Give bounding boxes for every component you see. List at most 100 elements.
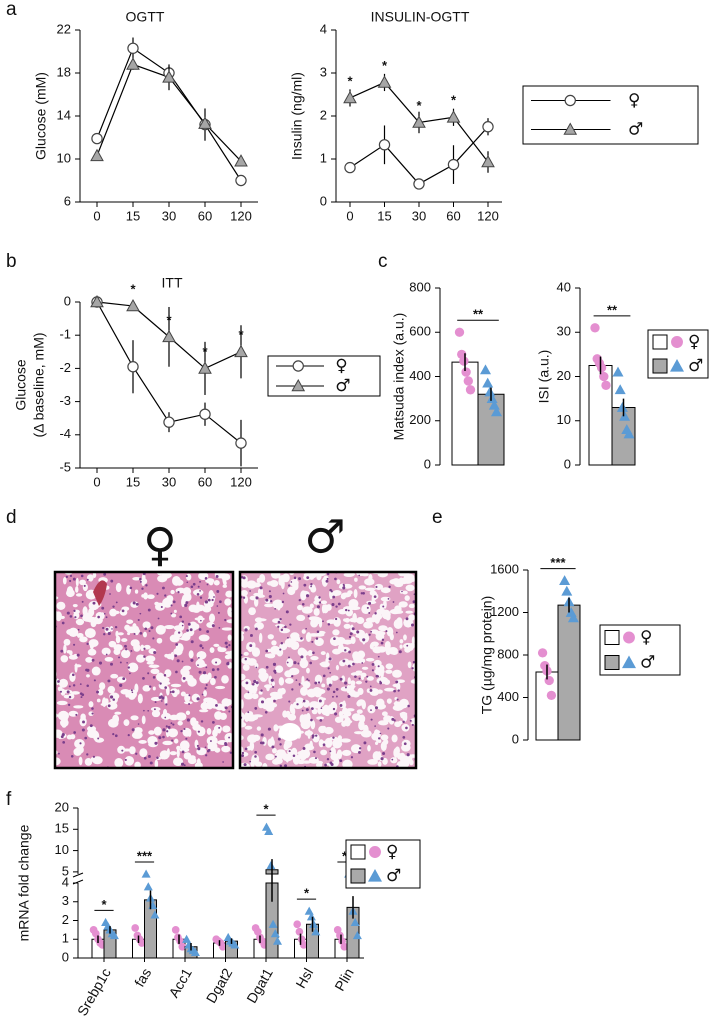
lipid-droplet [214, 711, 223, 720]
lipid-droplet [294, 581, 299, 590]
lipid-droplet [399, 644, 403, 649]
lipid-droplet [314, 595, 318, 606]
lipid-droplet [380, 669, 384, 679]
lipid-droplet [206, 735, 218, 746]
lipid-droplet [411, 636, 415, 646]
lipid-droplet [120, 689, 131, 695]
lipid-droplet [119, 609, 128, 616]
lipid-droplet [252, 734, 261, 742]
marker [309, 919, 319, 928]
lipid-droplet [224, 598, 232, 606]
lipid-droplet [183, 701, 193, 705]
marker [484, 386, 496, 397]
lipid-droplet [398, 601, 408, 608]
marker [590, 323, 600, 333]
lipid-droplet [217, 646, 222, 652]
marker [91, 132, 103, 145]
nucleus [97, 615, 100, 619]
nucleus [322, 620, 324, 623]
lipid-droplet [114, 757, 124, 768]
marker [295, 927, 304, 936]
nucleus [395, 680, 399, 684]
nucleus [137, 618, 140, 622]
nucleus [302, 747, 306, 750]
nucleus [403, 742, 407, 746]
nucleus [144, 627, 148, 631]
lipid-droplet [138, 739, 147, 744]
lipid-droplet [405, 610, 413, 614]
nucleus [324, 763, 327, 767]
lipid-droplet [75, 618, 85, 626]
lipid-droplet [55, 757, 61, 766]
nucleus [185, 601, 189, 604]
nucleus [368, 612, 371, 614]
nucleus [284, 764, 288, 768]
nucleus [265, 598, 269, 602]
nucleus [306, 678, 309, 681]
nucleus [162, 728, 166, 732]
nucleus [62, 740, 66, 744]
lipid-droplet [356, 709, 363, 714]
nucleus [216, 605, 219, 607]
lipid-droplet [97, 688, 104, 696]
lipid-droplet [116, 676, 127, 683]
lipid-droplet [66, 629, 75, 635]
lipid-droplet [88, 639, 99, 648]
lipid-droplet [88, 701, 94, 708]
lipid-droplet [73, 705, 84, 709]
nucleus [254, 755, 257, 758]
marker [567, 612, 579, 623]
legend-label: ♂ [688, 356, 703, 376]
nucleus [371, 662, 375, 666]
nucleus [149, 761, 153, 765]
lipid-droplet [74, 739, 85, 749]
marker [218, 942, 227, 951]
significance: * [416, 98, 422, 113]
lipid-droplet [91, 666, 101, 676]
nucleus [247, 691, 250, 694]
lipid-droplet [272, 747, 277, 754]
marker [559, 575, 571, 586]
lipid-droplet [131, 731, 143, 739]
nucleus [200, 619, 202, 622]
nucleus [350, 756, 354, 759]
nucleus [281, 600, 285, 604]
marker [623, 428, 635, 439]
nucleus [326, 757, 330, 761]
nucleus [370, 630, 373, 633]
lipid-droplet [410, 721, 416, 725]
lipid-droplet [367, 759, 378, 765]
nucleus [92, 755, 96, 758]
nucleus [272, 685, 275, 688]
nucleus [211, 598, 214, 602]
nucleus [147, 754, 151, 759]
y-axis-label: TG (µg/mg protein) [479, 596, 495, 715]
lipid-droplet [117, 745, 126, 754]
nucleus [267, 727, 271, 731]
lipid-droplet [296, 759, 306, 765]
lipid-droplet [315, 688, 326, 695]
marker [563, 122, 578, 135]
lipid-droplet [174, 629, 183, 638]
nucleus [297, 662, 300, 665]
nucleus [196, 697, 200, 701]
nucleus [69, 574, 73, 578]
nucleus [374, 725, 376, 727]
nucleus [201, 647, 204, 649]
nucleus [249, 590, 251, 592]
lipid-droplet [361, 572, 369, 577]
nucleus [255, 596, 259, 600]
nucleus [69, 615, 73, 618]
nucleus [68, 695, 72, 699]
nucleus [190, 586, 193, 588]
nucleus [302, 699, 306, 703]
lipid-droplet [179, 740, 190, 751]
legend-box [267, 355, 381, 397]
lipid-droplet [154, 602, 166, 611]
nucleus [139, 580, 142, 583]
lipid-droplet [171, 613, 177, 618]
marker [162, 70, 176, 83]
nucleus [67, 703, 71, 707]
nucleus [310, 707, 314, 710]
nucleus [183, 764, 186, 767]
